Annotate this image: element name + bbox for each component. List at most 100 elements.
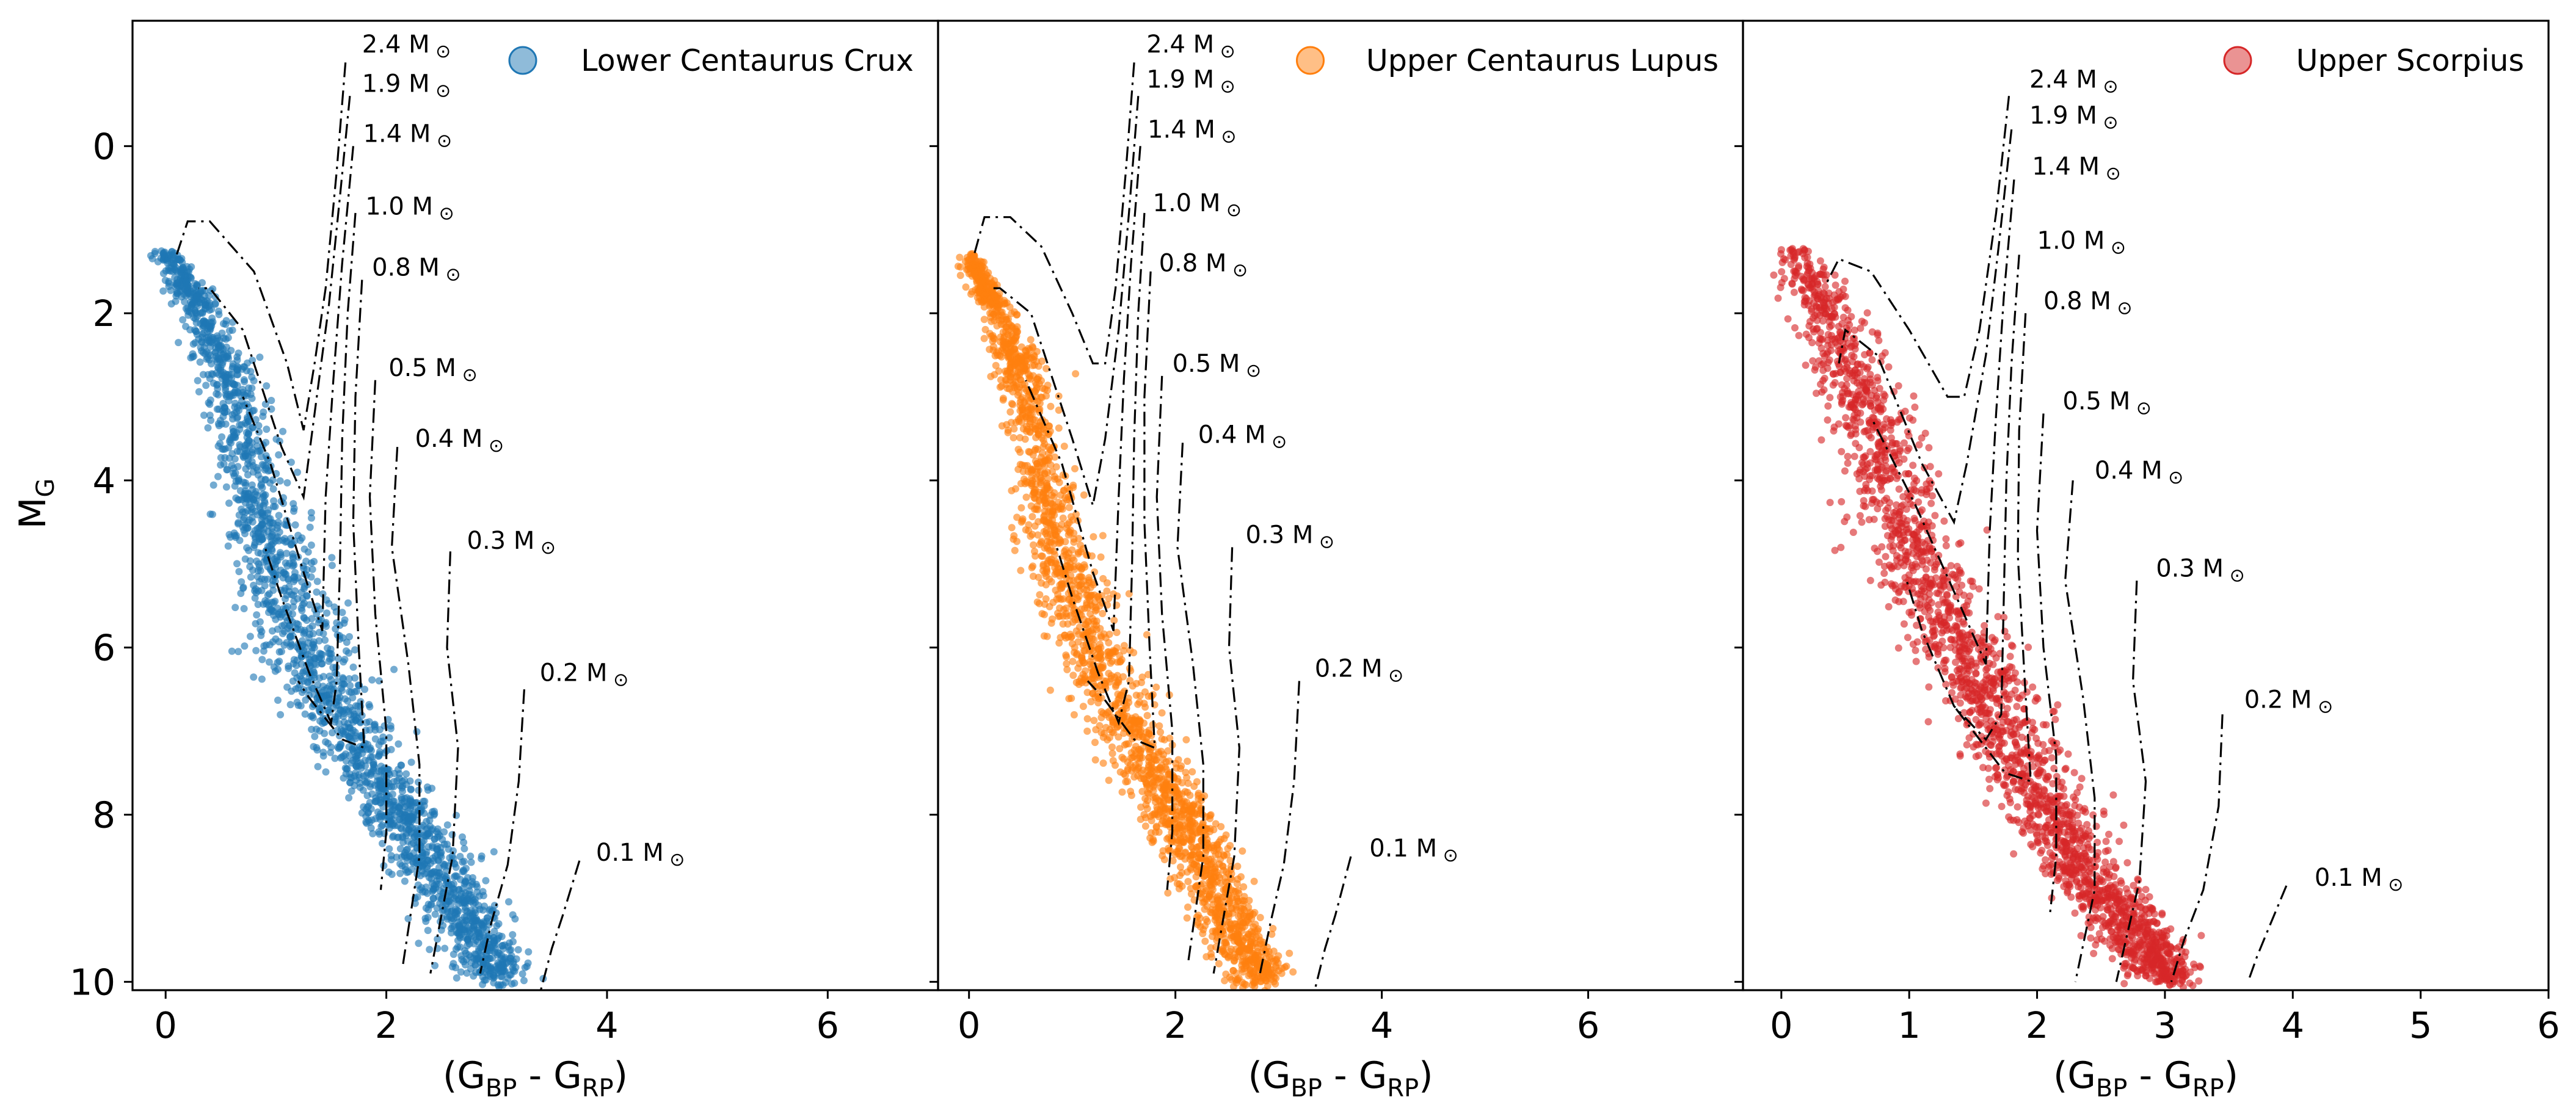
scatter-point xyxy=(353,687,361,695)
scatter-point xyxy=(1160,751,1168,759)
scatter-point xyxy=(1212,851,1220,858)
scatter-point xyxy=(1227,924,1235,932)
scatter-point xyxy=(980,303,988,311)
scatter-point xyxy=(1207,953,1215,961)
scatter-point xyxy=(363,719,370,726)
scatter-point xyxy=(462,917,470,925)
scatter-point xyxy=(373,772,381,780)
scatter-point xyxy=(200,411,208,419)
scatter-point xyxy=(254,601,262,609)
scatter-point xyxy=(159,250,167,258)
scatter-point xyxy=(220,408,228,416)
scatter-point xyxy=(366,703,374,711)
scatter-point xyxy=(233,447,241,455)
scatter-point xyxy=(240,526,248,534)
scatter-point xyxy=(460,867,468,875)
scatter-point xyxy=(1038,610,1046,618)
scatter-point xyxy=(1140,700,1148,708)
scatter-point xyxy=(341,656,349,664)
scatter-point xyxy=(457,893,465,900)
scatter-point xyxy=(2042,721,2050,729)
scatter-point xyxy=(346,733,354,740)
scatter-point xyxy=(475,954,482,962)
scatter-point xyxy=(956,263,964,271)
sun-symbol: ⊙ xyxy=(433,203,454,225)
scatter-point xyxy=(1207,872,1215,880)
scatter-point xyxy=(1108,750,1116,758)
scatter-point xyxy=(523,963,531,971)
legend-marker xyxy=(1296,46,1325,75)
scatter-point xyxy=(1077,541,1084,549)
scatter-point xyxy=(260,408,267,416)
scatter-point xyxy=(183,263,191,270)
scatter-point xyxy=(250,673,258,681)
scatter-point xyxy=(301,710,309,718)
scatter-point xyxy=(450,873,458,881)
scatter-point xyxy=(1176,872,1184,880)
scatter-point xyxy=(283,549,291,557)
scatter-point xyxy=(991,316,998,324)
scatter-point xyxy=(401,803,409,811)
scatter-point xyxy=(300,599,308,607)
scatter-point xyxy=(1246,955,1254,963)
scatter-point xyxy=(1913,621,1921,629)
scatter-point xyxy=(252,464,260,472)
scatter-point xyxy=(192,327,200,335)
scatter-point xyxy=(500,966,508,974)
scatter-point xyxy=(369,761,377,769)
scatter-point xyxy=(426,946,434,954)
scatter-point xyxy=(1071,644,1079,651)
scatter-point xyxy=(467,858,475,866)
scatter-point xyxy=(169,259,177,267)
scatter-point xyxy=(310,557,318,565)
scatter-point xyxy=(306,601,313,609)
scatter-point xyxy=(1063,653,1071,661)
scatter-point xyxy=(267,545,275,553)
x-tick-label: 0 xyxy=(154,1004,177,1046)
scatter-point xyxy=(1032,433,1040,441)
scatter-point xyxy=(1229,983,1237,990)
scatter-point xyxy=(244,471,252,479)
scatter-point xyxy=(218,329,226,337)
scatter-point xyxy=(1034,491,1042,499)
scatter-point xyxy=(1211,865,1219,873)
x-tick-label: 2 xyxy=(375,1004,398,1046)
scatter-point xyxy=(261,498,269,505)
scatter-point xyxy=(1035,518,1042,526)
scatter-point xyxy=(1205,855,1213,863)
scatter-point xyxy=(1082,667,1089,675)
scatter-point xyxy=(201,305,209,313)
scatter-point xyxy=(305,692,313,699)
scatter-point xyxy=(1044,557,1052,565)
scatter-point xyxy=(303,617,311,624)
scatter-point xyxy=(1120,724,1128,732)
scatter-point xyxy=(1083,727,1091,735)
scatter-point xyxy=(1188,768,1196,776)
scatter-point xyxy=(391,770,399,777)
scatter-point xyxy=(1022,493,1030,501)
scatter-point xyxy=(297,653,305,661)
scatter-point xyxy=(254,511,261,519)
scatter-point xyxy=(1876,385,1883,393)
scatter-point xyxy=(1035,497,1043,505)
scatter-point xyxy=(1192,873,1200,881)
scatter-point xyxy=(1051,570,1059,578)
scatter-point xyxy=(379,839,386,847)
scatter-point xyxy=(245,493,253,501)
x-axis-label-sub: RP xyxy=(582,1074,614,1103)
scatter-point xyxy=(274,697,282,704)
scatter-point xyxy=(1069,606,1077,614)
scatter-point xyxy=(1238,905,1246,913)
scatter-point xyxy=(1003,347,1011,355)
scatter-point xyxy=(326,682,333,690)
y-tick-label: 4 xyxy=(92,460,115,502)
scatter-point xyxy=(489,907,497,914)
scatter-point xyxy=(373,797,380,805)
scatter-point xyxy=(1214,892,1222,900)
scatter-point xyxy=(209,481,217,489)
scatter-point xyxy=(252,585,260,593)
scatter-point xyxy=(1121,741,1129,749)
scatter-point xyxy=(976,279,984,287)
scatter-point xyxy=(1061,631,1068,639)
mass-label: 1.0 M ⊙ xyxy=(1153,189,1242,221)
